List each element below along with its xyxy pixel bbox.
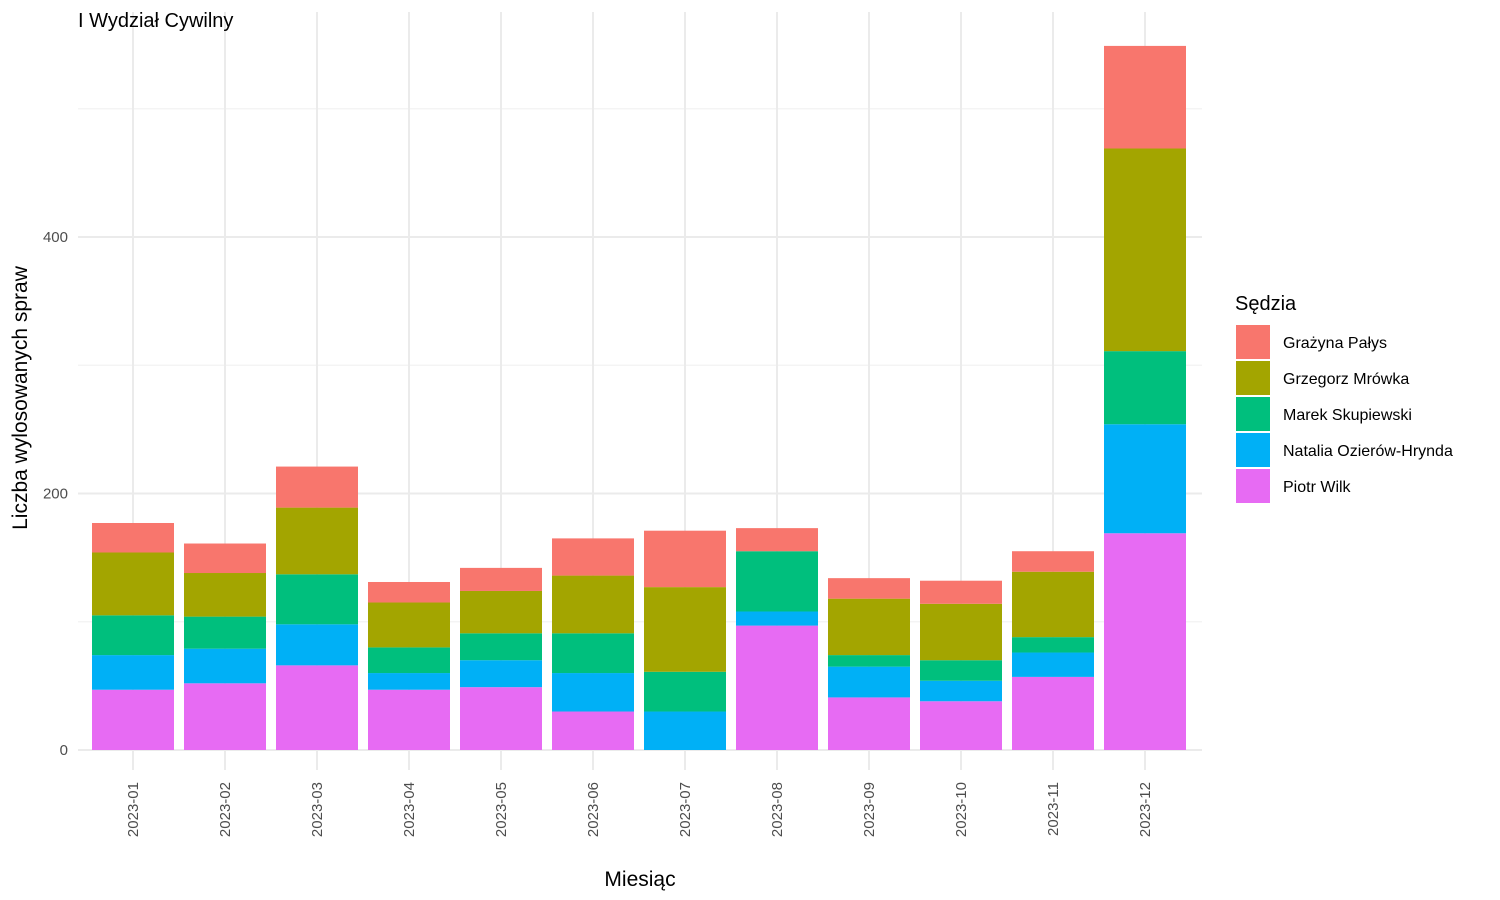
x-tick-label: 2023-10	[953, 782, 970, 837]
x-tick-label: 2023-05	[493, 782, 510, 837]
bar-segment	[368, 673, 450, 690]
x-tick-label: 2023-11	[1045, 782, 1062, 836]
bar-segment	[644, 587, 726, 672]
bar-segment	[1012, 652, 1094, 677]
legend-swatch	[1236, 361, 1270, 395]
legend-label: Grażyna Pałys	[1283, 335, 1387, 352]
legend-label: Grzegorz Mrówka	[1283, 371, 1409, 388]
bar-segment	[1012, 551, 1094, 572]
legend-label: Marek Skupiewski	[1283, 407, 1412, 424]
bar-segment	[1104, 45, 1186, 149]
bar-segment	[276, 665, 358, 750]
bar-segment	[276, 574, 358, 625]
legend-swatch	[1236, 397, 1270, 431]
bar-segment	[184, 616, 266, 649]
bar-segment	[644, 530, 726, 588]
x-axis-ticks: 2023-01 2023-02 2023-03 2023-04 2023-05 2023-…	[125, 782, 1154, 837]
bar-segment	[276, 466, 358, 508]
legend-title: Sędzia	[1235, 293, 1297, 315]
y-tick-label: 200	[43, 486, 68, 503]
bar-segment	[1012, 571, 1094, 638]
bar-segment	[368, 689, 450, 750]
bar-segment	[552, 575, 634, 634]
y-tick-label: 400	[43, 229, 68, 246]
legend: Sędzia Grażyna Pałys Grzegorz Mrówka Marek…	[1235, 293, 1453, 503]
bar-segment	[276, 507, 358, 575]
bar-segment	[828, 598, 910, 656]
bar-segment	[184, 543, 266, 574]
bars	[92, 45, 1186, 750]
bar-segment	[552, 538, 634, 576]
bar-segment	[828, 697, 910, 750]
x-tick-label: 2023-08	[769, 782, 786, 837]
bar-segment	[460, 633, 542, 661]
x-tick-label: 2023-02	[217, 782, 234, 837]
x-tick-label: 2023-04	[401, 782, 418, 837]
x-tick-label: 2023-07	[677, 782, 694, 837]
bar-segment	[644, 671, 726, 712]
bar-segment	[92, 655, 174, 690]
bar-segment	[1012, 637, 1094, 653]
bar-segment	[460, 687, 542, 750]
y-tick-label: 0	[60, 742, 68, 759]
y-axis-ticks: 0 200 400	[43, 229, 68, 759]
bar-segment	[1104, 424, 1186, 534]
legend-label: Piotr Wilk	[1283, 479, 1352, 496]
bar-segment	[828, 666, 910, 698]
x-tick-label: 2023-12	[1137, 782, 1154, 837]
bar-segment	[276, 624, 358, 666]
bar-segment	[920, 680, 1002, 702]
bar-segment	[368, 647, 450, 674]
bar-segment	[644, 711, 726, 750]
bar-segment	[184, 683, 266, 750]
bar-segment	[92, 522, 174, 553]
legend-swatch	[1236, 469, 1270, 503]
bar-segment	[920, 580, 1002, 604]
legend-swatch	[1236, 433, 1270, 467]
chart-title: I Wydział Cywilny	[78, 10, 233, 32]
bar-segment	[736, 528, 818, 552]
bar-segment	[552, 633, 634, 674]
bar-segment	[184, 648, 266, 684]
bar-segment	[1104, 351, 1186, 425]
bar-segment	[920, 660, 1002, 681]
bar-segment	[368, 581, 450, 603]
y-axis-title: Liczba wylosowanych spraw	[9, 265, 32, 530]
x-tick-label: 2023-01	[125, 782, 142, 837]
bar-segment	[552, 673, 634, 712]
bar-segment	[460, 660, 542, 688]
bar-segment	[1012, 676, 1094, 750]
bar-segment	[736, 611, 818, 626]
bar-segment	[92, 615, 174, 656]
bar-segment	[92, 552, 174, 616]
bar-segment	[828, 655, 910, 667]
legend-swatch	[1236, 325, 1270, 359]
x-tick-label: 2023-06	[585, 782, 602, 837]
x-tick-label: 2023-03	[309, 782, 326, 837]
bar-segment	[920, 701, 1002, 750]
bar-segment	[828, 578, 910, 599]
bar-segment	[736, 551, 818, 612]
bar-segment	[1104, 533, 1186, 750]
bar-segment	[368, 602, 450, 648]
bar-segment	[736, 625, 818, 750]
legend-label: Natalia Ozierów-Hrynda	[1283, 443, 1453, 460]
x-axis-title: Miesiąc	[604, 868, 675, 891]
bar-segment	[92, 689, 174, 750]
x-tick-label: 2023-09	[861, 782, 878, 837]
bar-segment	[184, 573, 266, 617]
bar-segment	[460, 567, 542, 591]
bar-segment	[552, 711, 634, 750]
bar-segment	[1104, 148, 1186, 352]
bar-segment	[460, 590, 542, 634]
bar-segment	[920, 603, 1002, 661]
